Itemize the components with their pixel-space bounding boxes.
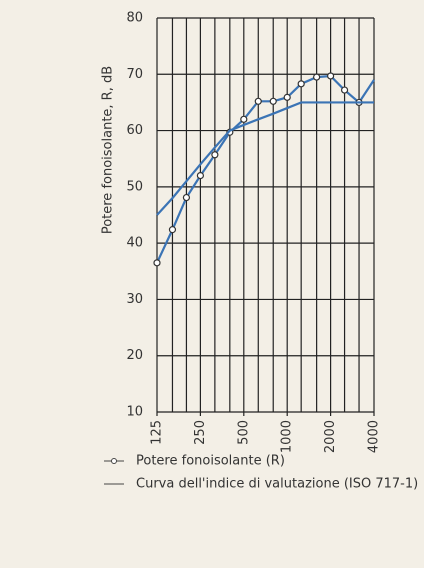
data-point <box>269 97 277 105</box>
data-point <box>254 97 262 105</box>
data-point <box>211 151 219 159</box>
x-tick-label: 1000 <box>280 420 295 453</box>
legend-label: Curva dell'indice di valutazione (ISO 71… <box>136 477 418 492</box>
y-tick-label: 70 <box>126 67 143 82</box>
data-point <box>297 80 305 88</box>
data-point <box>340 86 349 94</box>
y-tick-label: 20 <box>126 348 143 363</box>
y-tick-label: 40 <box>126 236 143 251</box>
x-tick-label: 4000 <box>367 420 382 453</box>
data-point <box>240 115 248 123</box>
y-axis-label: Potere fonoisolante, R, dB <box>101 66 116 234</box>
data-point <box>153 259 161 267</box>
data-point <box>283 93 291 101</box>
legend-label: Potere fonoisolante (R) <box>136 454 285 469</box>
y-tick-label: 30 <box>126 292 143 307</box>
y-tick-label: 80 <box>126 11 143 26</box>
x-tick-label: 500 <box>236 420 251 445</box>
data-point <box>196 172 204 180</box>
data-point <box>327 72 335 80</box>
x-tick-label: 125 <box>150 420 165 445</box>
data-point <box>313 73 321 81</box>
y-tick-label: 10 <box>126 405 143 420</box>
data-point <box>168 226 177 234</box>
y-tick-label: 60 <box>126 123 143 138</box>
y-tick-label: 50 <box>126 179 143 194</box>
x-tick-label: 250 <box>193 420 208 445</box>
series-line <box>156 74 375 264</box>
series-line <box>156 101 374 216</box>
data-point <box>182 193 191 202</box>
x-tick-label: 2000 <box>323 420 338 453</box>
legend-marker <box>111 458 117 464</box>
